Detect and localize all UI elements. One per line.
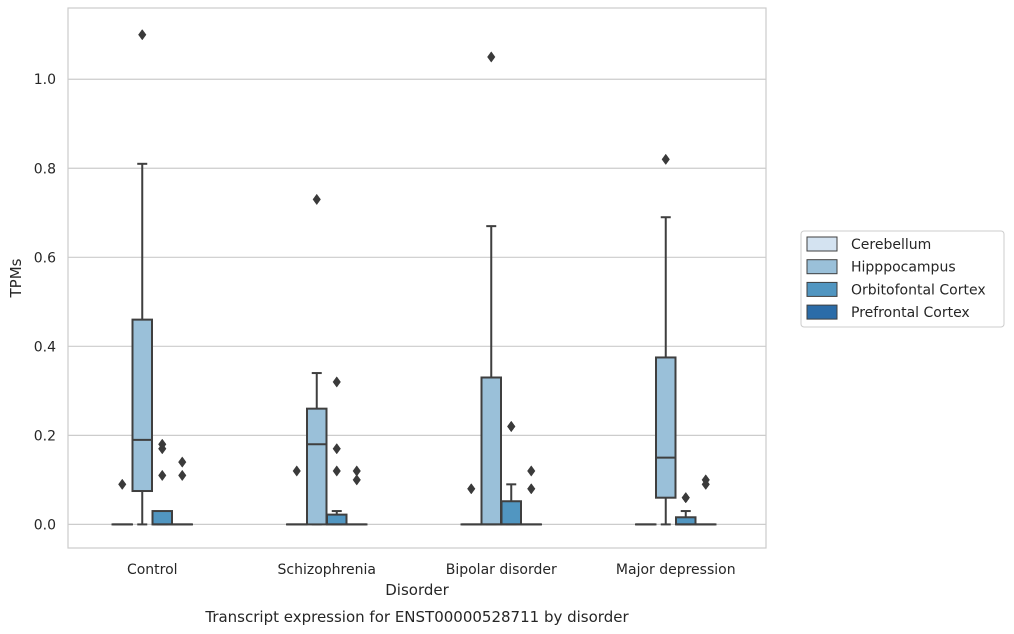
outlier-point (527, 483, 536, 495)
outlier-point (487, 51, 496, 63)
outlier-point (701, 474, 710, 486)
legend-frame (800, 230, 1005, 328)
box-group (306, 193, 328, 526)
legend-label: Prefrontal Cortex (851, 305, 970, 321)
legend-swatch (806, 236, 838, 252)
plot-background (68, 8, 766, 548)
box (480, 376, 502, 526)
outlier-point (507, 420, 516, 433)
box (326, 513, 348, 526)
y-tick-label: 1.0 (34, 72, 56, 88)
box (655, 356, 677, 499)
outlier-point (178, 469, 187, 482)
box-group (675, 492, 697, 526)
x-axis-ticks: Control Schizophrenia Bipolar disorder Majo… (127, 562, 736, 578)
outlier-point (352, 474, 361, 486)
box-group (346, 465, 368, 526)
boxes (111, 29, 717, 526)
outlier-point (352, 465, 361, 477)
legend-swatch (806, 281, 838, 297)
plot-frame (67, 7, 767, 549)
outlier-point (332, 376, 341, 388)
y-tick-label: 0.0 (34, 517, 56, 533)
outlier-point (292, 465, 301, 477)
outlier-point (118, 478, 127, 490)
x-axis-title: Disorder (385, 581, 449, 599)
legend-label: Hipppocampus (851, 260, 956, 276)
outlier-point (138, 29, 147, 41)
box-group (326, 376, 348, 526)
legend-label: Cerebellum (851, 237, 931, 253)
box (131, 318, 153, 493)
legend-swatch (806, 304, 838, 320)
outlier-point (332, 443, 341, 455)
outlier-point (332, 465, 341, 477)
y-axis-ticks: 0.0 0.2 0.4 0.6 0.8 1.0 (34, 72, 56, 533)
box-group (520, 465, 542, 526)
box (675, 516, 697, 526)
y-tick-label: 0.4 (34, 339, 56, 355)
outlier-point (661, 153, 670, 165)
outlier-point (312, 193, 321, 206)
x-tick-label: Control (127, 562, 178, 578)
box-group (500, 420, 522, 526)
y-axis-title: TPMs (7, 258, 25, 298)
box-group (655, 153, 677, 526)
box-group (480, 51, 502, 526)
box-group (111, 478, 133, 526)
box (151, 510, 173, 526)
legend: Cerebellum Hipppocampus Orbitofontal Corte… (800, 230, 1005, 328)
outlier-point (158, 469, 167, 482)
chart-caption: Transcript expression for ENST0000052871… (204, 608, 629, 626)
outlier-point (527, 465, 536, 477)
y-tick-label: 0.8 (34, 161, 56, 177)
x-tick-label: Schizophrenia (278, 562, 376, 578)
box-group (131, 29, 153, 526)
legend-swatch (806, 259, 838, 275)
box-group (151, 438, 173, 526)
box (306, 407, 328, 526)
outlier-point (681, 492, 690, 504)
box (500, 500, 522, 526)
box-group (171, 456, 193, 526)
x-tick-label: Major depression (616, 562, 736, 578)
outlier-point (178, 456, 187, 468)
y-tick-label: 0.6 (34, 250, 56, 266)
x-tick-label: Bipolar disorder (446, 562, 557, 578)
outlier-point (158, 438, 167, 450)
outlier-point (467, 483, 476, 495)
box-group (695, 474, 717, 526)
legend-label: Orbitofontal Cortex (851, 282, 986, 298)
y-tick-label: 0.2 (34, 428, 56, 444)
